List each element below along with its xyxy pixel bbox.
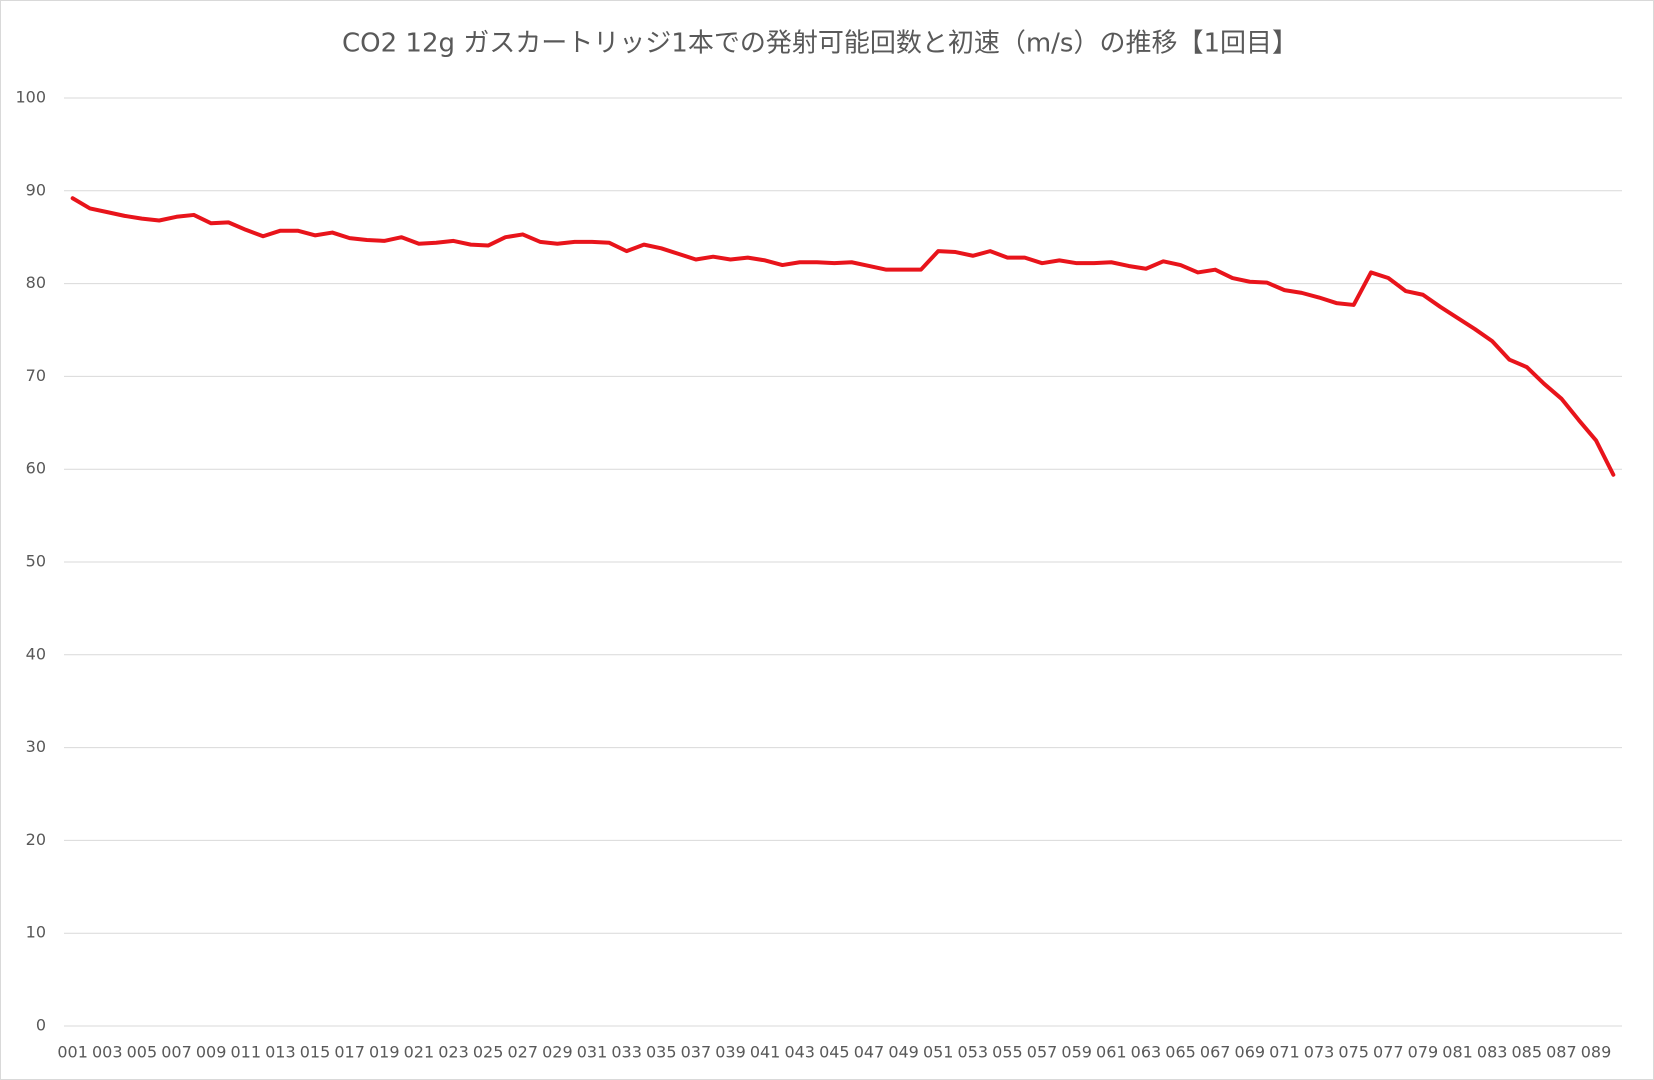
x-tick-label: 041 (750, 1043, 781, 1062)
y-tick-label: 20 (26, 830, 46, 849)
x-tick-label: 049 (888, 1043, 919, 1062)
y-tick-label: 0 (36, 1016, 46, 1035)
x-tick-label: 009 (196, 1043, 227, 1062)
x-tick-label: 075 (1338, 1043, 1369, 1062)
y-tick-label: 30 (26, 737, 46, 756)
x-tick-label: 025 (473, 1043, 504, 1062)
chart-title: CO2 12g ガスカートリッジ1本での発射可能回数と初速（m/s）の推移【1回… (342, 29, 1298, 59)
x-tick-label: 065 (1165, 1043, 1196, 1062)
x-tick-label: 021 (404, 1043, 435, 1062)
x-tick-label: 083 (1477, 1043, 1508, 1062)
x-tick-label: 015 (300, 1043, 331, 1062)
y-tick-label: 40 (26, 644, 46, 663)
x-tick-label: 085 (1512, 1043, 1543, 1062)
x-tick-label: 043 (784, 1043, 815, 1062)
x-tick-label: 061 (1096, 1043, 1127, 1062)
y-tick-label: 60 (26, 459, 46, 478)
y-tick-label: 80 (26, 273, 46, 292)
x-tick-label: 033 (611, 1043, 642, 1062)
x-tick-label: 087 (1546, 1043, 1577, 1062)
x-tick-label: 051 (923, 1043, 954, 1062)
x-tick-label: 057 (1027, 1043, 1058, 1062)
x-tick-label: 073 (1304, 1043, 1335, 1062)
x-tick-label: 029 (542, 1043, 573, 1062)
x-tick-label: 067 (1200, 1043, 1231, 1062)
x-tick-label: 071 (1269, 1043, 1300, 1062)
x-tick-label: 011 (230, 1043, 261, 1062)
x-tick-label: 077 (1373, 1043, 1404, 1062)
y-tick-label: 10 (26, 923, 46, 942)
y-tick-label: 50 (26, 552, 46, 571)
x-tick-label: 079 (1408, 1043, 1439, 1062)
x-tick-label: 017 (334, 1043, 365, 1062)
x-tick-label: 003 (92, 1043, 123, 1062)
x-tick-label: 045 (819, 1043, 850, 1062)
x-tick-label: 001 (57, 1043, 88, 1062)
x-tick-label: 007 (161, 1043, 192, 1062)
x-tick-label: 039 (715, 1043, 746, 1062)
data-line (70, 196, 1616, 477)
x-tick-label: 069 (1235, 1043, 1266, 1062)
x-tick-label: 013 (265, 1043, 296, 1062)
x-tick-label: 023 (438, 1043, 469, 1062)
x-tick-label: 053 (958, 1043, 989, 1062)
x-tick-label: 063 (1131, 1043, 1162, 1062)
x-tick-label: 027 (507, 1043, 538, 1062)
y-tick-label: 100 (15, 88, 46, 107)
x-tick-label: 037 (681, 1043, 712, 1062)
y-tick-label: 90 (26, 180, 46, 199)
x-tick-label: 059 (1061, 1043, 1092, 1062)
x-tick-label: 047 (854, 1043, 885, 1062)
x-tick-label: 081 (1442, 1043, 1473, 1062)
x-tick-label: 019 (369, 1043, 400, 1062)
y-tick-label: 70 (26, 366, 46, 385)
x-tick-label: 005 (127, 1043, 158, 1062)
x-tick-label: 035 (646, 1043, 677, 1062)
x-tick-label: 089 (1581, 1043, 1612, 1062)
x-tick-label: 031 (577, 1043, 608, 1062)
x-tick-label: 055 (992, 1043, 1023, 1062)
